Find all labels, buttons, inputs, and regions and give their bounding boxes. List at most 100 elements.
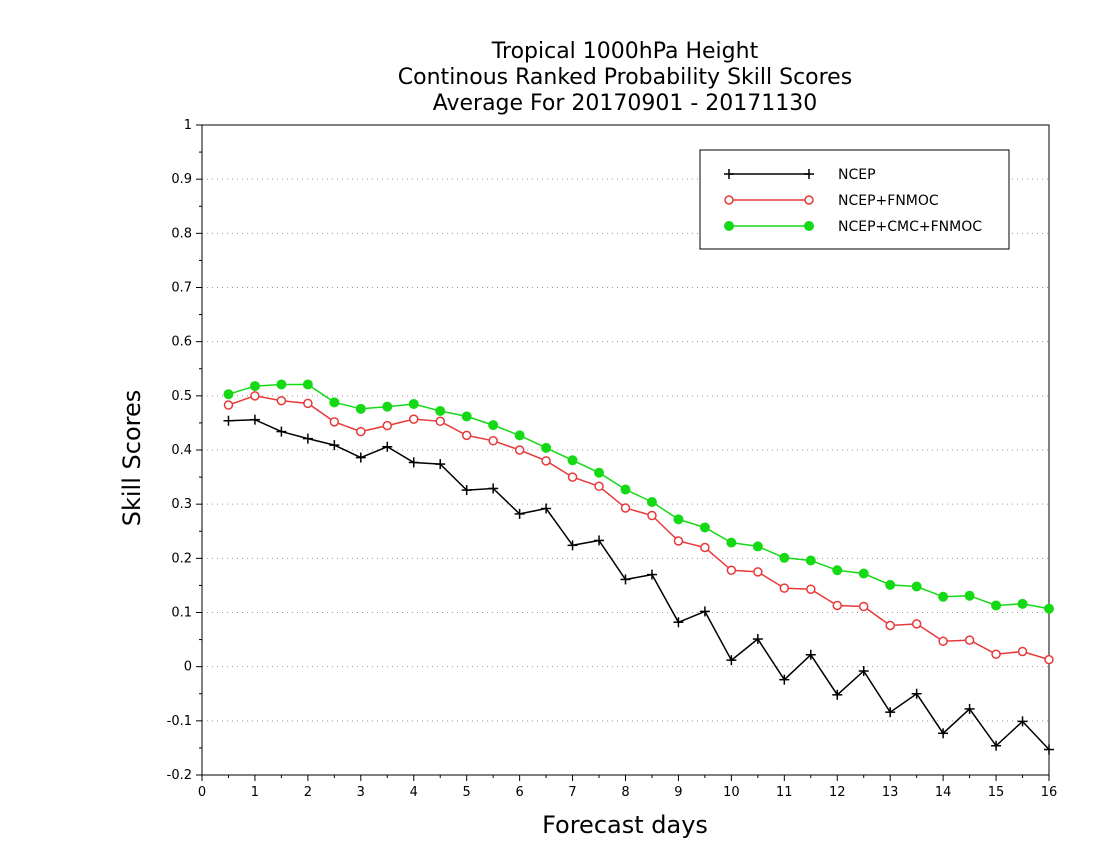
series-0-point-0 <box>223 415 234 426</box>
series-1-point-5 <box>356 426 366 437</box>
y-tick-label-4: 0.2 <box>171 551 192 566</box>
x-tick-label-1: 1 <box>251 785 259 800</box>
legend-marker-start-2 <box>724 221 734 231</box>
legend-marker-end-2 <box>804 221 814 231</box>
series-0-point-11 <box>514 508 525 519</box>
series-2-point-15 <box>620 484 631 495</box>
series-0-point-18 <box>699 606 710 617</box>
series-0-point-21 <box>779 674 790 685</box>
y-axis-label: Skill Scores <box>118 390 146 527</box>
series-2-point-21 <box>779 552 790 563</box>
legend-marker-start-0 <box>724 169 734 179</box>
x-tick-label-6: 6 <box>515 785 523 800</box>
series-0-point-14 <box>594 535 605 546</box>
x-tick-label-9: 9 <box>674 785 682 800</box>
y-tick-label-11: 0.9 <box>171 172 192 187</box>
series-1-point-11 <box>514 445 525 455</box>
series-1-point-31 <box>1044 654 1054 665</box>
series-1-point-19 <box>726 565 737 575</box>
legend: NCEP NCEP+FNMOC NCEP+CMC+FNMOC <box>699 149 1010 250</box>
y-tick-label-3: 0.1 <box>171 606 192 621</box>
series-2-line <box>228 383 1050 610</box>
series-0-point-20 <box>752 634 763 645</box>
series-2-point-22 <box>805 555 816 566</box>
series-2-point-23 <box>832 565 843 576</box>
series-1-point-18 <box>700 542 710 553</box>
series-0-point-2 <box>276 426 287 437</box>
series-2-point-7 <box>408 398 419 409</box>
title-line-1: Continous Ranked Probability Skill Score… <box>398 65 852 90</box>
series-2-point-3 <box>302 379 313 390</box>
y-tick-label-6: 0.4 <box>171 443 192 458</box>
series-0-point-26 <box>911 688 922 699</box>
series-0-point-5 <box>355 452 366 463</box>
series-2-point-24 <box>858 568 869 579</box>
series-0-point-10 <box>488 483 499 494</box>
series-2-point-6 <box>382 401 393 412</box>
series-0-point-31 <box>1044 744 1054 755</box>
series-1-point-6 <box>382 420 393 431</box>
series-1-point-0 <box>223 400 234 410</box>
series-0-point-22 <box>805 649 816 660</box>
x-tick-label-12: 12 <box>829 785 846 800</box>
x-axis-label: Forecast days <box>542 811 708 839</box>
series-2-point-20 <box>752 541 763 552</box>
legend-label-2: NCEP+CMC+FNMOC <box>838 219 982 235</box>
series-0-point-1 <box>249 414 260 425</box>
x-tick-label-7: 7 <box>568 785 576 800</box>
series-2-point-31 <box>1044 603 1054 614</box>
series-2-point-9 <box>461 411 472 422</box>
x-tick-label-13: 13 <box>882 785 899 800</box>
axis-ticks: -0.2-0.100.10.20.30.40.50.60.70.80.910 1 2… <box>167 118 1058 800</box>
series-0-point-9 <box>461 485 472 496</box>
series-0-point-19 <box>726 655 737 666</box>
series-0-point-7 <box>408 457 419 468</box>
series-2-point-26 <box>911 581 922 592</box>
series-2 <box>223 379 1054 614</box>
series-0-point-15 <box>620 574 631 585</box>
series-1-point-3 <box>303 398 313 409</box>
series-2-point-11 <box>514 430 525 441</box>
series-1-point-4 <box>329 417 340 427</box>
x-tick-label-16: 16 <box>1041 785 1058 800</box>
x-tick-label-4: 4 <box>410 785 418 800</box>
y-tick-label-7: 0.5 <box>171 389 192 404</box>
y-tick-label-2: 0 <box>184 660 192 675</box>
series-1-point-13 <box>567 472 578 482</box>
legend-marker-end-1 <box>804 195 814 205</box>
series-0-point-29 <box>991 740 1002 751</box>
series-1-point-30 <box>1017 646 1028 657</box>
series-2-point-18 <box>699 522 710 533</box>
y-tick-label-5: 0.3 <box>171 497 192 512</box>
series-1-point-23 <box>832 600 842 611</box>
series-0-line <box>228 418 1050 751</box>
series-1-point-26 <box>911 619 922 629</box>
series-2-point-30 <box>1017 598 1028 609</box>
series-2-point-25 <box>885 579 896 590</box>
series-2-point-29 <box>991 600 1002 611</box>
x-tick-label-8: 8 <box>621 785 629 800</box>
series-2-point-28 <box>964 590 975 601</box>
series-2-point-8 <box>435 406 446 416</box>
series-1-point-14 <box>594 481 604 492</box>
x-tick-label-3: 3 <box>357 785 365 800</box>
series-0-point-25 <box>885 707 896 718</box>
y-tick-label-12: 1 <box>184 118 192 133</box>
legend-marker-end-0 <box>804 169 814 179</box>
x-tick-label-15: 15 <box>988 785 1005 800</box>
series-0-point-27 <box>938 728 949 739</box>
grid <box>202 178 1049 722</box>
title-line-0: Tropical 1000hPa Height <box>491 39 759 64</box>
series-0-point-16 <box>646 569 657 580</box>
series-1-point-9 <box>461 430 472 441</box>
series-1-point-16 <box>647 510 657 521</box>
series-1 <box>223 391 1054 665</box>
x-tick-label-14: 14 <box>935 785 952 800</box>
series-0-point-17 <box>673 617 684 628</box>
x-tick-label-11: 11 <box>776 785 793 800</box>
series-1-point-24 <box>858 601 869 612</box>
series-0-point-13 <box>567 540 578 551</box>
x-tick-label-5: 5 <box>463 785 471 800</box>
series-2-point-16 <box>646 497 657 507</box>
